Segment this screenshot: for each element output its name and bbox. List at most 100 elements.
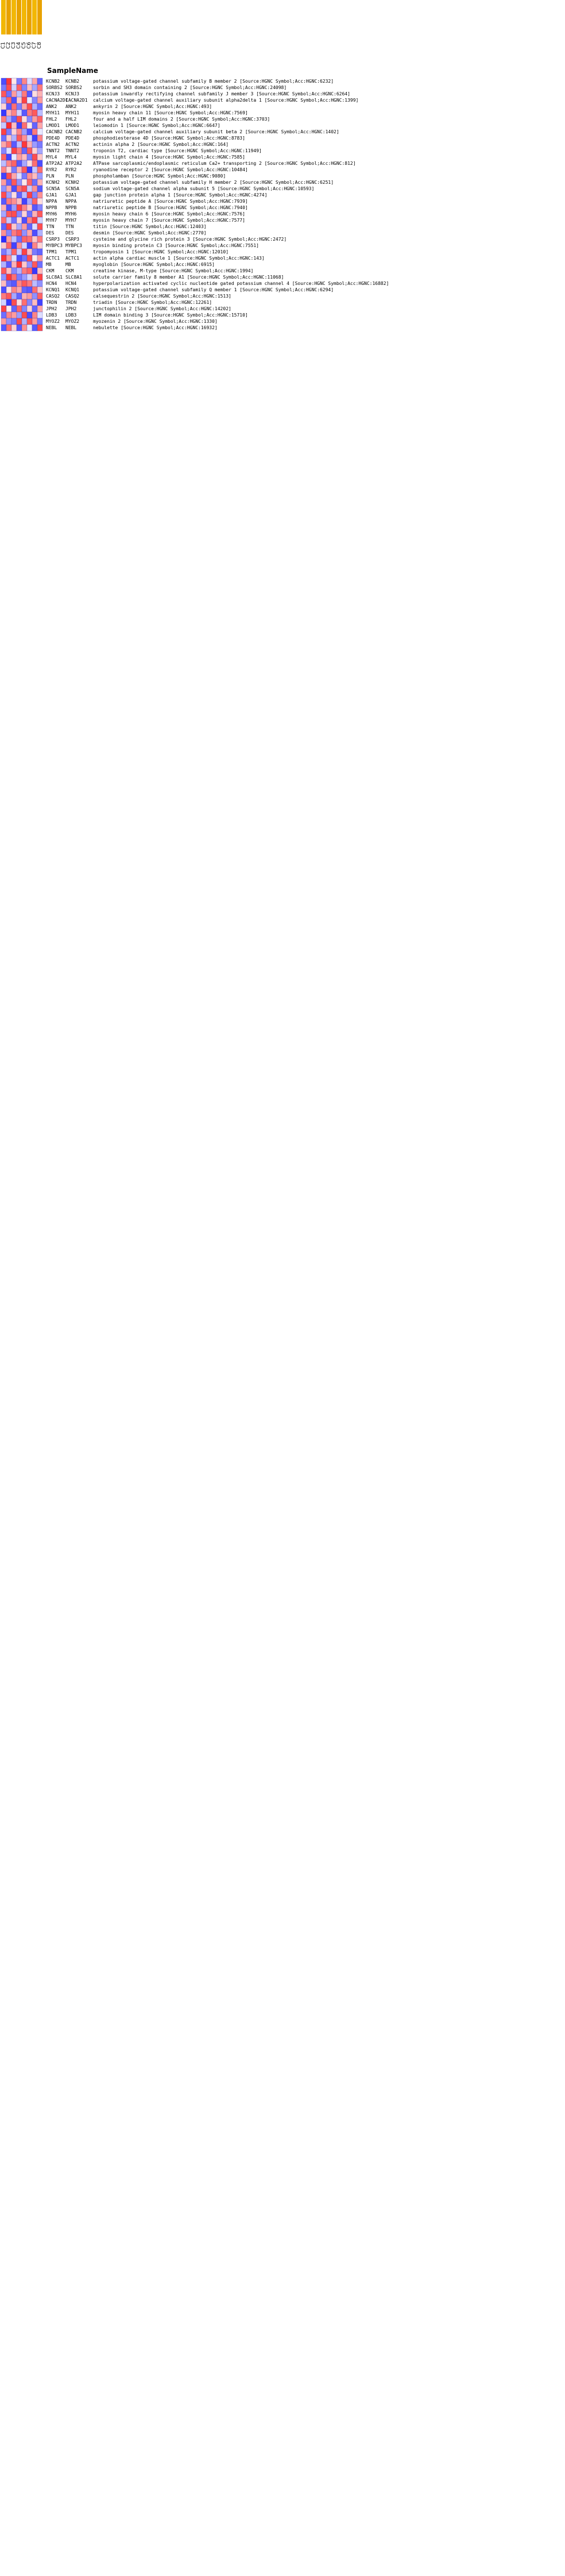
row-symbol-label: CASQ2 <box>65 294 79 299</box>
row-gene-label: CKM <box>46 268 55 273</box>
heatmap-cell <box>1 229 7 237</box>
heatmap-cell <box>32 210 38 218</box>
heatmap-cell <box>21 223 28 230</box>
heatmap-cell <box>37 286 43 294</box>
heatmap-cell <box>6 128 12 136</box>
heatmap-cell <box>1 267 7 275</box>
heatmap-cell <box>32 103 38 110</box>
heatmap-cell <box>1 223 7 230</box>
row-description-label: ryanodine receptor 2 [Source:HGNC Symbol… <box>93 167 248 172</box>
heatmap-cell <box>1 191 7 199</box>
heatmap-cell <box>26 122 33 129</box>
heatmap-cell <box>11 134 17 142</box>
heatmap-cell <box>1 90 7 98</box>
column-annotation-4 <box>17 0 21 34</box>
row-symbol-label: SORBS2 <box>65 85 82 90</box>
row-description-label: LIM domain binding 3 [Source:HGNC Symbol… <box>93 313 248 318</box>
heatmap-cell <box>6 311 12 319</box>
heatmap-cell <box>1 324 7 331</box>
row-symbol-label: MB <box>65 262 71 267</box>
heatmap-cell <box>37 223 43 230</box>
heatmap-cell <box>37 115 43 123</box>
heatmap-cell <box>37 217 43 224</box>
heatmap-cell <box>21 128 28 136</box>
heatmap-cell <box>6 166 12 173</box>
column-tick-label: C6 <box>26 42 32 49</box>
heatmap-cell <box>1 78 7 85</box>
heatmap-cell <box>1 261 7 268</box>
heatmap-cell <box>16 280 22 287</box>
heatmap-cell <box>11 172 17 180</box>
heatmap-cell <box>37 273 43 281</box>
row-gene-label: CSRP3 <box>46 237 60 242</box>
heatmap-cell <box>21 160 28 167</box>
heatmap-cell <box>21 242 28 249</box>
heatmap-cell <box>11 153 17 161</box>
heatmap-cell <box>16 166 22 173</box>
heatmap-cell <box>6 115 12 123</box>
row-gene-label: MYL4 <box>46 155 57 160</box>
column-annotation-5 <box>22 0 26 34</box>
heatmap-cell <box>1 299 7 306</box>
heatmap-cell <box>37 204 43 211</box>
row-gene-label: TRDN <box>46 300 57 305</box>
row-description-label: gap junction protein alpha 1 [Source:HGN… <box>93 192 267 198</box>
heatmap-cell <box>11 179 17 186</box>
heatmap-cell <box>1 305 7 313</box>
heatmap-cell <box>21 311 28 319</box>
row-gene-label: ANK2 <box>46 104 57 109</box>
heatmap-cell <box>16 236 22 243</box>
heatmap-cell <box>26 179 33 186</box>
heatmap-cell <box>32 248 38 256</box>
heatmap-cell <box>32 179 38 186</box>
row-gene-label: NPPB <box>46 205 57 210</box>
heatmap-cell <box>6 147 12 155</box>
row-symbol-label: CACNB2 <box>65 129 82 134</box>
heatmap-cell <box>21 217 28 224</box>
heatmap-cell <box>6 134 12 142</box>
heatmap-cell <box>37 299 43 306</box>
row-description-label: four and a half LIM domains 2 [Source:HG… <box>93 117 270 122</box>
heatmap-cell <box>32 172 38 180</box>
heatmap-cell <box>37 179 43 186</box>
row-symbol-label: PDE4D <box>65 136 79 141</box>
heatmap-cell <box>21 299 28 306</box>
heatmap-cell <box>6 122 12 129</box>
row-description-label: myozenin 2 [Source:HGNC Symbol;Acc:HGNC:… <box>93 319 218 324</box>
heatmap-cell <box>26 160 33 167</box>
heatmap-cell <box>37 97 43 104</box>
heatmap-cell <box>1 217 7 224</box>
heatmap-cell <box>37 229 43 237</box>
heatmap-cell <box>1 286 7 294</box>
row-symbol-label: NPPB <box>65 205 76 210</box>
column-annotation-6 <box>27 0 32 34</box>
row-description-label: myoglobin [Source:HGNC Symbol;Acc:HGNC:6… <box>93 262 215 267</box>
row-symbol-label: SLC8A1 <box>65 275 82 280</box>
heatmap-cell <box>21 286 28 294</box>
row-symbol-label: FHL2 <box>65 117 76 122</box>
heatmap-cell <box>16 147 22 155</box>
row-gene-label: ATP2A2 <box>46 161 63 166</box>
heatmap-cell <box>32 191 38 199</box>
heatmap-cell <box>37 210 43 218</box>
heatmap-cell <box>37 103 43 110</box>
heatmap-cell <box>32 229 38 237</box>
heatmap-cell <box>26 305 33 313</box>
heatmap-cell <box>11 128 17 136</box>
row-symbol-label: CKM <box>65 268 74 273</box>
heatmap-cell <box>21 248 28 256</box>
row-description-label: solute carrier family 8 member A1 [Sourc… <box>93 275 284 280</box>
heatmap-cell <box>32 286 38 294</box>
heatmap-cell <box>21 166 28 173</box>
heatmap-cell <box>32 185 38 192</box>
heatmap-cell <box>11 166 17 173</box>
heatmap-cell <box>1 115 7 123</box>
heatmap-cell <box>21 122 28 129</box>
heatmap-cell <box>26 292 33 300</box>
heatmap-cell <box>1 97 7 104</box>
row-gene-label: ACTN2 <box>46 142 60 147</box>
column-tick-label: C4 <box>16 42 22 49</box>
heatmap-cell <box>1 179 7 186</box>
heatmap-cell <box>21 109 28 117</box>
heatmap-cell <box>1 204 7 211</box>
